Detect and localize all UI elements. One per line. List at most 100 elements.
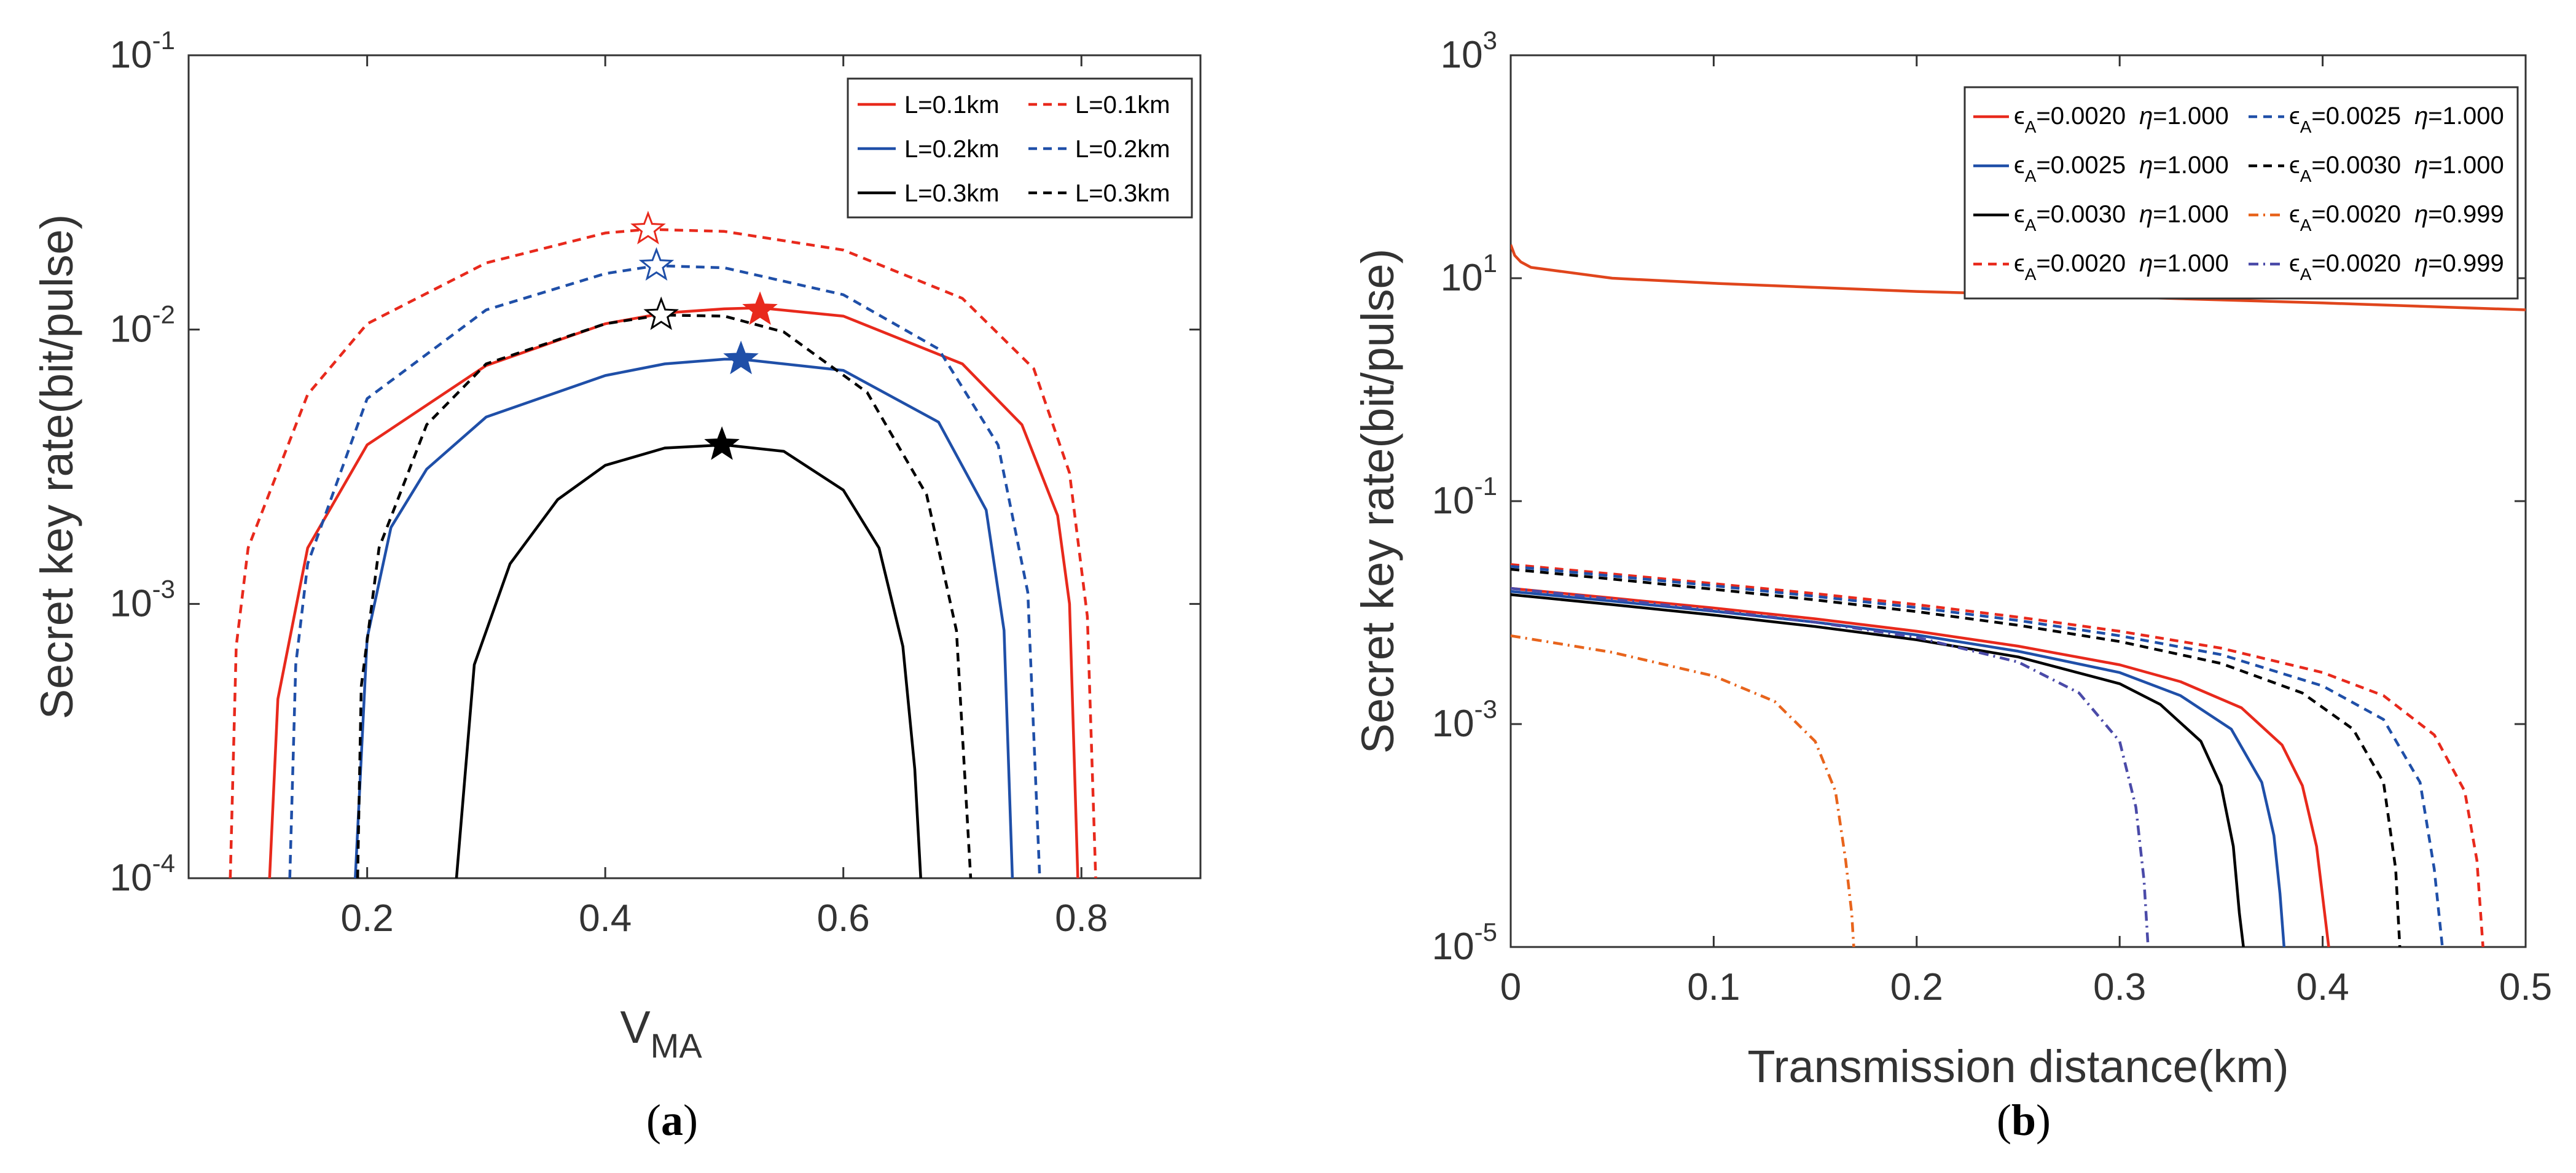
panel-b-legend-eta-symbol: η: [2414, 250, 2428, 277]
panel-b-y-axis-label: Secret key rate(bit/pulse): [1352, 249, 1403, 754]
panel-b-legend-eps-symbol: ϵ: [2014, 103, 2025, 130]
panel-a-y-tick-exp: -3: [152, 574, 175, 603]
panel-b-legend-eps-value: =0.0020: [2311, 201, 2401, 228]
panel-b-legend-eps-symbol: ϵ: [2014, 250, 2025, 277]
panel-a-x-axis-label-sub: MA: [651, 1026, 703, 1065]
panel-a-caption-close: ): [683, 1096, 698, 1145]
panel-b-legend-eta-value: =1.000: [2428, 103, 2504, 130]
panel-b-y-tick-base: 10: [1441, 257, 1483, 299]
panel-a-x-tick-label: 0.6: [817, 897, 870, 940]
panel-a-series-line-1: [354, 357, 1014, 878]
panel-a-optimum-star-marker-5: [643, 296, 679, 330]
panel-a-y-tick-label: 10-2: [110, 300, 175, 351]
panel-b-legend-eta-value: =1.000: [2153, 201, 2228, 228]
panel-a-optimum-star-marker-2: [704, 426, 740, 460]
panel-a-legend-entry-label: L=0.2km: [1075, 136, 1170, 163]
panel-b-legend-eps-symbol: ϵ: [2014, 201, 2025, 228]
panel-b-caption: (b): [1997, 1096, 2051, 1145]
panel-b-caption-close: ): [2036, 1096, 2051, 1145]
panel-b-legend-eps-symbol: ϵ: [2289, 152, 2300, 179]
panel-b-y-tick-label: 10-5: [1432, 918, 1497, 968]
panel-b-legend-eps-symbol: ϵ: [2014, 152, 2025, 179]
panel-b-legend-entry-label: ϵA=0.0020 η=1.000: [2014, 250, 2229, 284]
panel-b-legend-eps-sub: A: [2300, 216, 2312, 235]
panel-a-y-tick-label: 10-1: [110, 26, 175, 76]
panel-b-legend-eps-value: =0.0025: [2036, 152, 2126, 179]
panel-b-legend-eta-symbol: η: [2139, 103, 2153, 130]
panel-a-caption-letter: a: [661, 1096, 683, 1145]
panel-b-series-line-7: [1511, 586, 2150, 947]
panel-b-legend-eta-symbol: η: [2139, 250, 2153, 277]
panel-b-legend-entry-label: ϵA=0.0020 η=0.999: [2289, 250, 2504, 284]
panel-b-series-line-0: [1511, 586, 2330, 947]
panel-b-x-tick-label: 0.4: [2296, 966, 2349, 1008]
panel-b-legend-eps-symbol: ϵ: [2289, 201, 2300, 228]
panel-b-legend-eps-sub: A: [2025, 166, 2037, 185]
panel-a-y-tick-label: 10-4: [110, 849, 175, 899]
panel-a-y-tick-labels: 10-410-310-210-1: [110, 26, 175, 899]
panel-a-y-tick-label: 10-3: [110, 574, 175, 625]
panel-b-legend-entry-label: ϵA=0.0030 η=1.000: [2289, 152, 2504, 185]
panel-b-y-tick-label: 10-1: [1432, 472, 1497, 522]
panel-a-legend: L=0.1km L=0.2km L=0.3km L=0.1km L=0.2km L=0.3…: [847, 77, 1193, 219]
panel-a: 10-410-310-210-1 0.2 0.4 0.6 0.8 Secret key…: [31, 26, 1202, 1145]
panel-a-y-tick-base: 10: [110, 34, 152, 76]
panel-b-legend-eta-value: =1.000: [2428, 152, 2504, 179]
panel-a-x-tick-labels: 0.2 0.4 0.6 0.8: [341, 897, 1108, 940]
panel-a-y-tick-exp: -1: [152, 26, 175, 55]
panel-b-y-tick-label: 103: [1441, 26, 1497, 76]
panel-b-legend-eps-sub: A: [2300, 265, 2312, 284]
panel-b-legend-eta-symbol: η: [2139, 152, 2153, 179]
panel-a-markers: [630, 211, 778, 460]
panel-b-y-tick-base: 10: [1432, 926, 1474, 968]
panel-b-legend-eps-sub: A: [2300, 117, 2312, 136]
panel-a-legend-entry-label: L=0.2km: [904, 136, 1000, 163]
panel-b-legend-eta-value: =1.000: [2153, 250, 2228, 277]
panel-b-legend-eps-value: =0.0020: [2036, 103, 2126, 130]
panel-b-legend-eps-value: =0.0030: [2311, 152, 2401, 179]
panel-b-y-tick-exp: 1: [1483, 249, 1497, 278]
panel-b-series: [1511, 244, 2526, 947]
panel-b-legend-eps-value: =0.0020: [2311, 250, 2401, 277]
panel-b-caption-open: (: [1997, 1096, 2011, 1145]
panel-a-legend-box: [847, 77, 1193, 219]
panel-a-legend-entry-label: L=0.3km: [1075, 180, 1170, 207]
panel-b-legend-eps-value: =0.0030: [2036, 201, 2126, 228]
panel-b-legend-eta-symbol: η: [2414, 201, 2428, 228]
panel-b-y-tick-exp: 3: [1483, 26, 1497, 55]
panel-b-legend-eps-sub: A: [2025, 265, 2037, 284]
panel-b-legend-eps-value: =0.0020: [2036, 250, 2126, 277]
panel-a-y-tick-base: 10: [110, 582, 152, 625]
panel-b-legend-entry-label: ϵA=0.0025 η=1.000: [2289, 103, 2504, 136]
panel-a-optimum-star-marker-4: [638, 247, 675, 281]
panel-a-y-axis-label: Secret key rate(bit/pulse): [31, 214, 82, 720]
panel-a-x-tick-label: 0.8: [1055, 897, 1108, 940]
panel-b-legend-eps-value: =0.0025: [2311, 103, 2401, 130]
panel-b-x-tick-label: 0.5: [2499, 966, 2552, 1008]
panel-b-legend-entry-label: ϵA=0.0025 η=1.000: [2014, 152, 2229, 185]
panel-b-legend-eps-sub: A: [2025, 216, 2037, 235]
panel-b-y-tick-label: 10-3: [1432, 695, 1497, 745]
panel-b-legend-eps-sub: A: [2300, 166, 2312, 185]
panel-a-legend-entry-label: L=0.1km: [904, 92, 1000, 119]
panel-b-legend-eta-value: =0.999: [2428, 250, 2504, 277]
panel-b-legend-eta-symbol: η: [2414, 152, 2428, 179]
panel-b-legend-entry-label: ϵA=0.0020 η=0.999: [2289, 201, 2504, 235]
panel-b-legend-eps-symbol: ϵ: [2289, 250, 2300, 277]
panel-a-ticks: [189, 54, 1200, 879]
panel-b-legend-eta-symbol: η: [2414, 103, 2428, 130]
panel-b-legend-entry-label: ϵA=0.0030 η=1.000: [2014, 201, 2229, 235]
panel-a-y-tick-exp: -4: [152, 849, 175, 878]
panel-b-legend-eps-symbol: ϵ: [2289, 103, 2300, 130]
panel-a-x-tick-label: 0.2: [341, 897, 394, 940]
panel-b-series-line-4: [1511, 564, 2444, 947]
panel-a-y-tick-exp: -2: [152, 300, 175, 329]
panel-b-x-tick-label: 0: [1500, 966, 1521, 1008]
panel-b-ticks: [1509, 54, 2527, 948]
panel-b-y-tick-exp: -5: [1474, 918, 1497, 946]
panel-a-series-line-0: [268, 306, 1079, 878]
panel-b-legend-eta-value: =1.000: [2153, 103, 2228, 130]
